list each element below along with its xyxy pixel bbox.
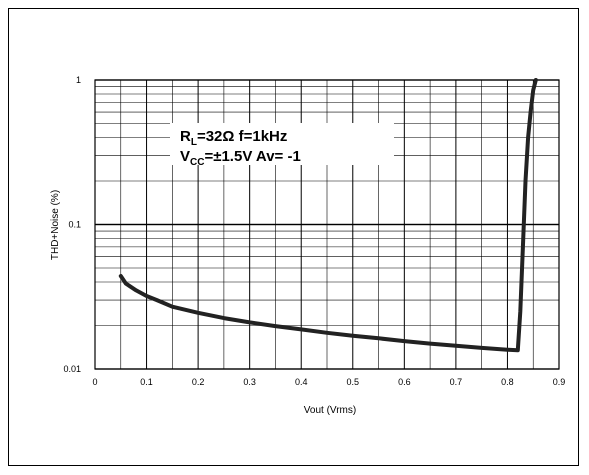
annotation-box: [170, 123, 394, 165]
x-tick-label: 0.4: [295, 377, 308, 387]
y-tick-label: 1: [76, 75, 81, 85]
x-tick-label: 0.1: [140, 377, 153, 387]
plot-border: [94, 79, 560, 370]
x-tick-label: 0.9: [553, 377, 566, 387]
x-tick-label: 0.2: [192, 377, 205, 387]
x-tick-labels: 0 0.1 0.2 0.3 0.4 0.5 0.6 0.7 0.8 0.9: [92, 377, 565, 387]
x-tick-label: 0.7: [450, 377, 463, 387]
y-axis-title: THD+Noise (%): [50, 190, 61, 260]
x-tick-label: 0.8: [501, 377, 514, 387]
x-tick-label: 0.3: [243, 377, 256, 387]
x-tick-label: 0.5: [347, 377, 360, 387]
series-line: [118, 78, 538, 353]
annotation-line-2: VCC=±1.5V Av= -1: [180, 148, 301, 168]
y-tick-label: 0.1: [68, 220, 81, 230]
x-tick-label: 0: [92, 377, 97, 387]
y-tick-labels: 0.01 0.1 1: [63, 75, 81, 374]
annotation-line-1: RL=32Ω f=1kHz: [180, 128, 287, 148]
chart-frame: [8, 8, 579, 466]
y-tick-label: 0.01: [63, 364, 81, 374]
x-tick-label: 0.6: [398, 377, 411, 387]
x-axis-title: Vout (Vrms): [304, 405, 356, 416]
